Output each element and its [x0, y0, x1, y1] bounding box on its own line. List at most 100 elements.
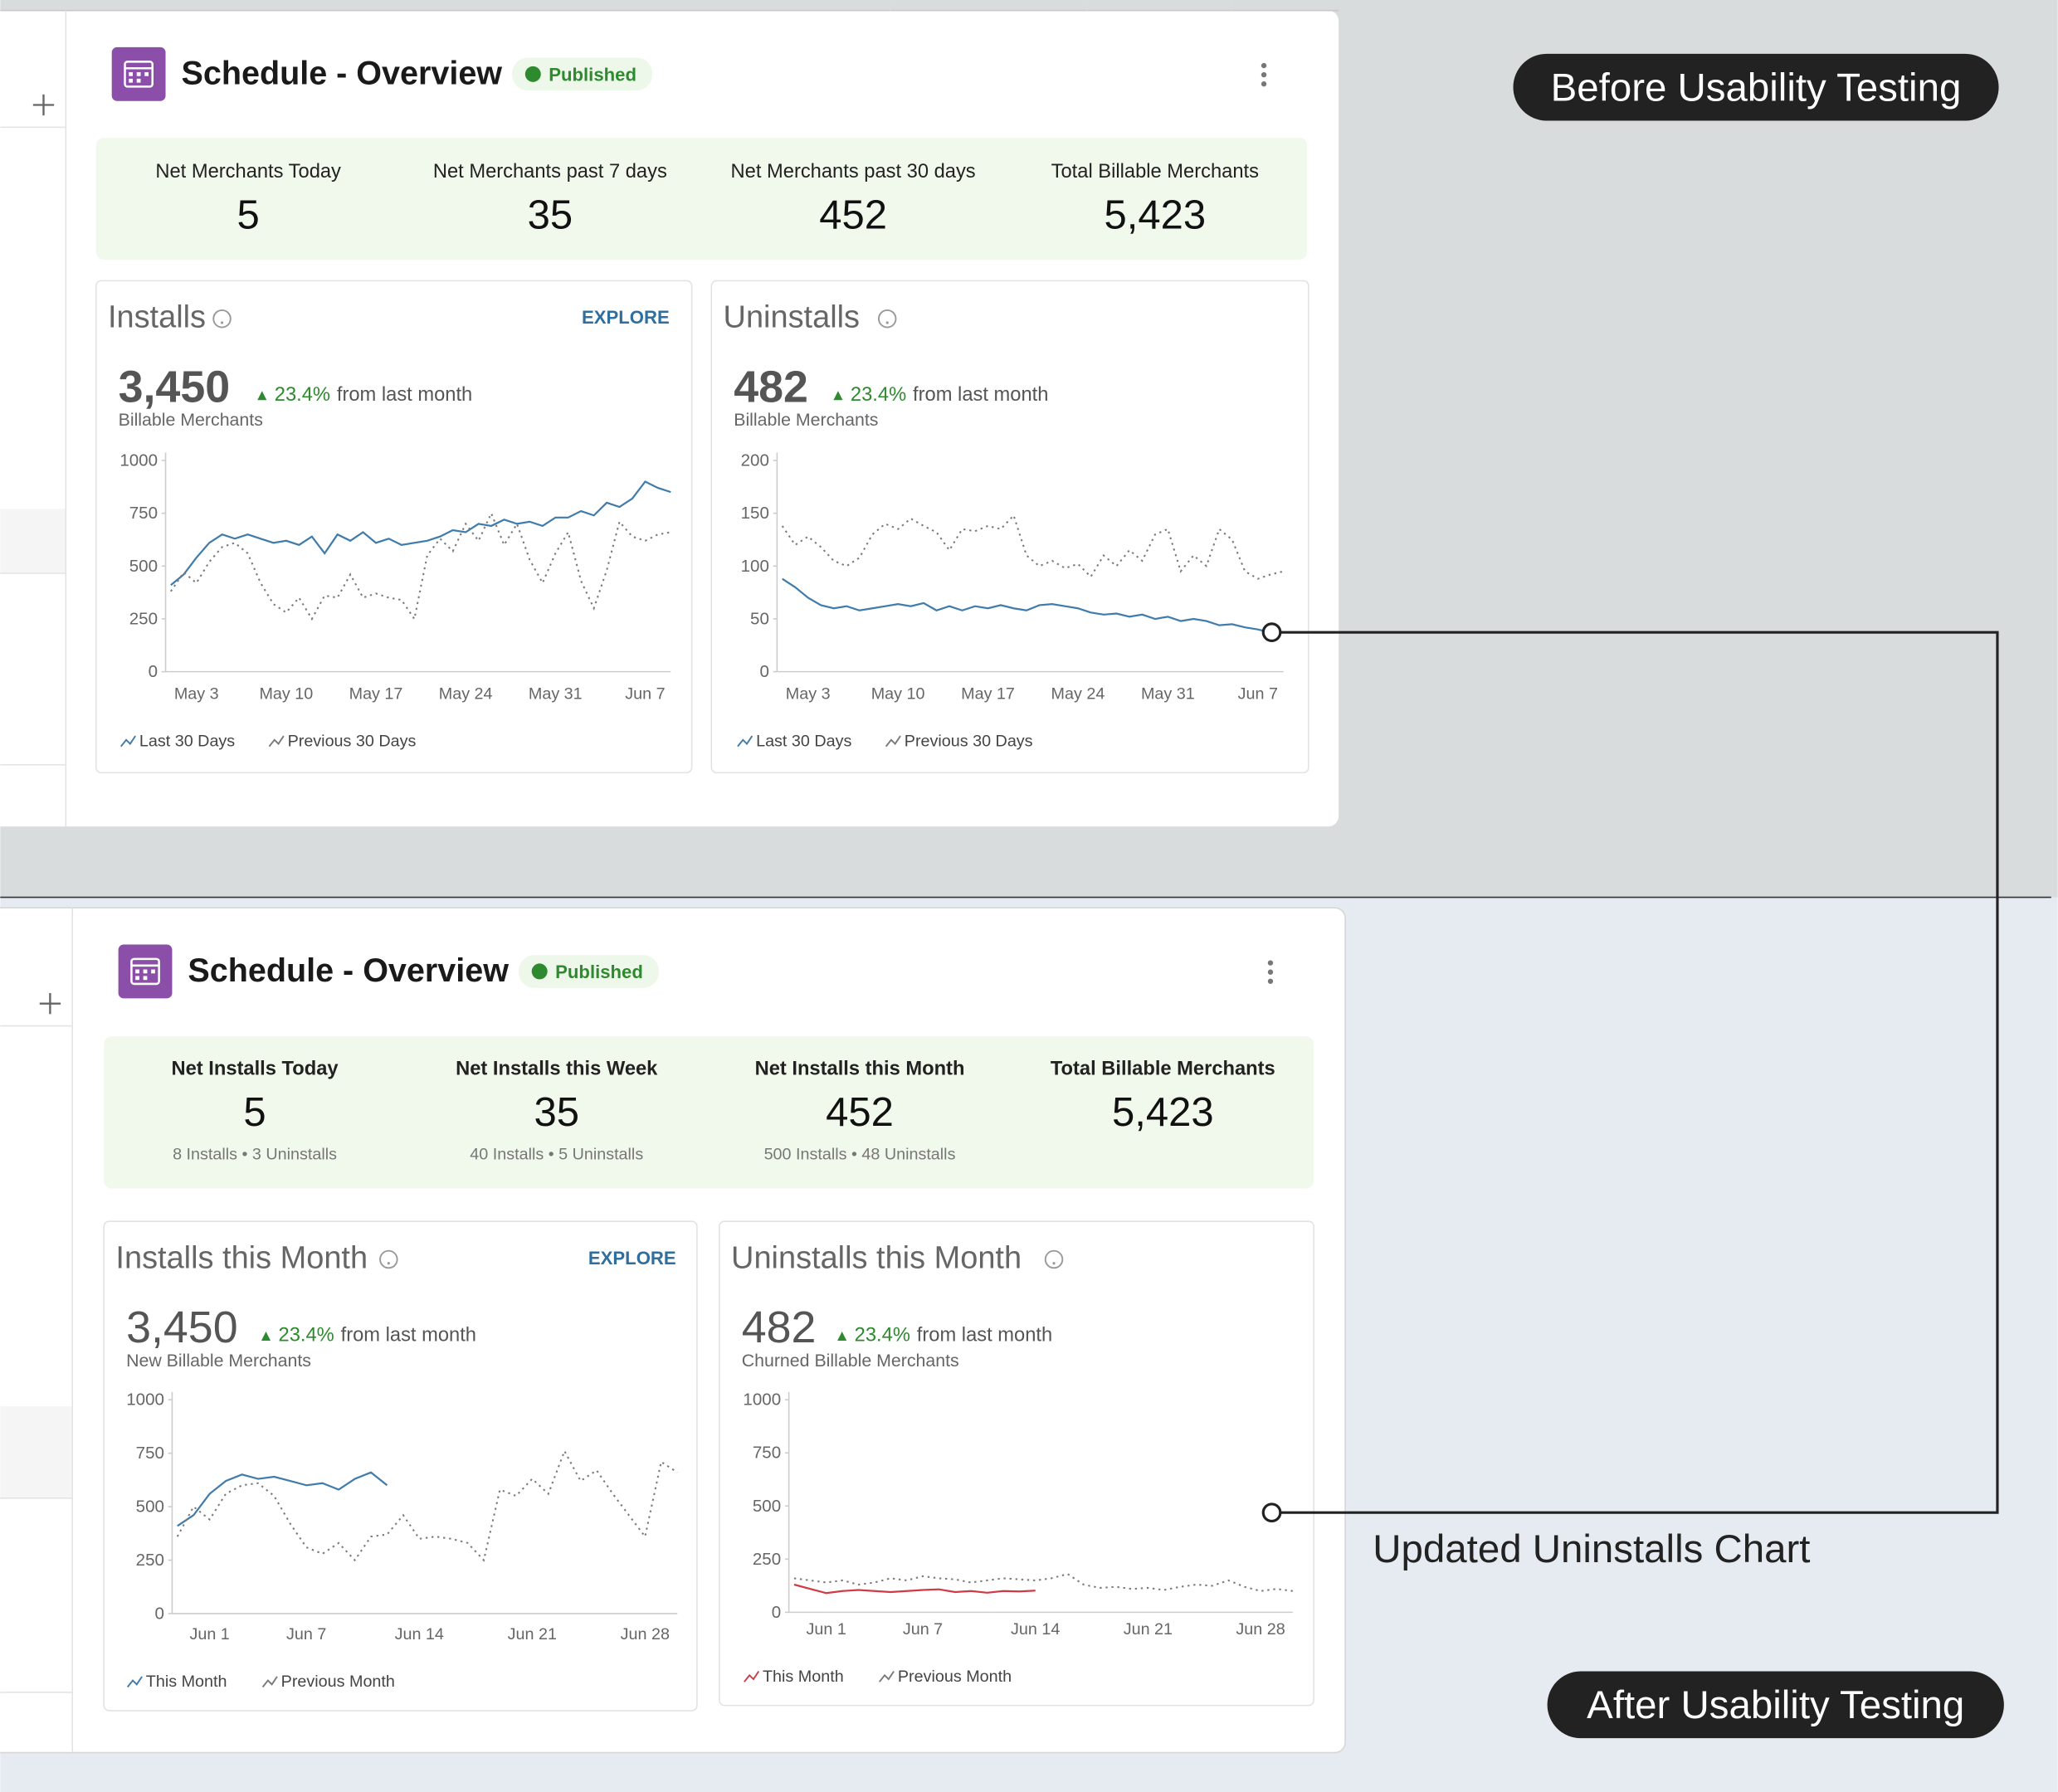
kpi-value: 35 — [528, 192, 573, 237]
y-tick-label: 1000 — [126, 1390, 164, 1410]
card — [710, 280, 1309, 774]
series-line — [793, 1583, 1036, 1595]
trend-arrow — [261, 1331, 271, 1342]
y-tick-label: 150 — [741, 504, 769, 523]
explore-link[interactable]: EXPLORE — [582, 307, 670, 328]
x-tick-label: May 31 — [1141, 684, 1195, 703]
card — [95, 280, 693, 774]
sidebar — [0, 10, 67, 827]
legend-label: Previous Month — [281, 1673, 395, 1691]
help-icon — [1044, 1249, 1064, 1269]
y-tick-label: 750 — [753, 1444, 781, 1463]
widget-subtitle: Billable Merchants — [734, 410, 878, 430]
series-line — [170, 480, 671, 587]
connector — [1261, 631, 1999, 1523]
add-button[interactable] — [32, 94, 55, 116]
legend-label: Last 30 Days — [139, 732, 235, 750]
widget-title: Uninstalls this Month — [731, 1240, 1022, 1275]
legend-label: Last 30 Days — [756, 732, 851, 750]
annotation: Updated Uninstalls Chart — [1373, 1527, 1810, 1571]
sidebar-row — [0, 1406, 73, 1498]
legend-icon — [737, 735, 753, 747]
widget-title: Installs — [108, 300, 206, 335]
x-tick-label: Jun 7 — [903, 1620, 943, 1639]
change-text: from last month — [913, 384, 1048, 406]
change-value: 23.4% — [275, 384, 330, 406]
widget-subtitle: New Billable Merchants — [126, 1351, 311, 1371]
help-icon-dot — [387, 1262, 390, 1265]
x-tick-label: May 10 — [871, 684, 925, 703]
change: 23.4% from last month — [279, 1325, 476, 1346]
change-text: from last month — [341, 1325, 476, 1346]
kpi-value: 5 — [243, 1090, 266, 1135]
widget-total: 3,450 — [126, 1303, 238, 1352]
y-tick-label: 0 — [149, 662, 158, 681]
top-tabs — [889, 0, 1232, 11]
add-button[interactable] — [39, 993, 61, 1015]
legend-label: Previous 30 Days — [288, 732, 417, 750]
trend-arrow — [833, 391, 843, 401]
y-tick-label: 250 — [129, 609, 158, 628]
kpi-detail: 40 Installs • 5 Uninstalls — [470, 1146, 643, 1164]
legend-icon — [744, 1670, 760, 1682]
y-tick-label: 750 — [129, 504, 158, 523]
change-text: from last month — [917, 1325, 1052, 1346]
legend-label: Previous Month — [898, 1668, 1012, 1686]
explore-link[interactable]: EXPLORE — [588, 1248, 676, 1269]
help-icon — [379, 1249, 398, 1269]
kpi-value: 452 — [826, 1090, 894, 1135]
x-tick-label: May 3 — [174, 684, 219, 703]
help-icon — [212, 309, 232, 329]
card — [719, 1220, 1314, 1707]
y-tick-label: 200 — [741, 451, 769, 470]
x-tick-label: Jun 28 — [1236, 1620, 1285, 1639]
widget-total: 482 — [734, 362, 808, 411]
x-tick-label: May 31 — [529, 684, 583, 703]
kpi-label: Net Merchants past 7 days — [433, 161, 667, 183]
kpi-value: 5 — [237, 192, 260, 237]
kpi-value: 5,423 — [1104, 192, 1206, 237]
kpi-label: Net Merchants past 30 days — [731, 161, 976, 183]
panel-title: Schedule - Overview — [182, 56, 503, 92]
kpi-value: 452 — [819, 192, 887, 237]
y-tick-label: 50 — [750, 609, 769, 628]
kpi-value: 5,423 — [1112, 1090, 1214, 1135]
kpi-label: Net Installs this Week — [456, 1059, 658, 1080]
x-tick-label: Jun 14 — [1011, 1620, 1060, 1639]
x-tick-label: Jun 1 — [189, 1625, 229, 1643]
widget-title: Installs this Month — [115, 1240, 368, 1275]
x-tick-label: May 24 — [439, 684, 493, 703]
kpi-value: 35 — [534, 1090, 579, 1135]
y-tick-label: 500 — [753, 1497, 781, 1516]
legend-icon — [878, 1670, 895, 1682]
x-tick-label: May 17 — [961, 684, 1015, 703]
annotation-pill — [1547, 1671, 2004, 1739]
x-tick-label: Jun 21 — [1124, 1620, 1173, 1639]
y-tick-label: 0 — [759, 662, 768, 681]
x-tick-label: Jun 7 — [1238, 684, 1278, 703]
help-icon-dot — [885, 321, 889, 324]
legend-icon — [268, 735, 285, 747]
kpi-detail: 8 Installs • 3 Uninstalls — [173, 1146, 337, 1164]
legend-label: Previous 30 Days — [905, 732, 1033, 750]
y-tick-label: 1000 — [119, 451, 158, 470]
y-tick-label: 250 — [753, 1550, 781, 1569]
y-tick-label: 500 — [136, 1497, 164, 1517]
x-tick-label: May 24 — [1051, 684, 1105, 703]
y-tick-label: 250 — [136, 1551, 164, 1570]
change: 23.4% from last month — [275, 384, 472, 406]
legend-label: This Month — [763, 1668, 844, 1686]
legend-icon — [261, 1676, 278, 1688]
help-icon-dot — [220, 321, 224, 324]
change-text: from last month — [337, 384, 472, 406]
kpi-label: Net Merchants Today — [155, 161, 341, 183]
annotation-pill — [1513, 53, 1999, 121]
help-icon-dot — [1052, 1262, 1056, 1265]
kpi-label: Total Billable Merchants — [1051, 161, 1259, 183]
widget-total: 3,450 — [119, 362, 231, 411]
status-badge: Published — [555, 962, 643, 982]
x-tick-label: Jun 1 — [807, 1620, 846, 1639]
legend-icon — [126, 1676, 143, 1688]
trend-arrow — [257, 391, 267, 401]
series-line — [177, 1471, 388, 1527]
